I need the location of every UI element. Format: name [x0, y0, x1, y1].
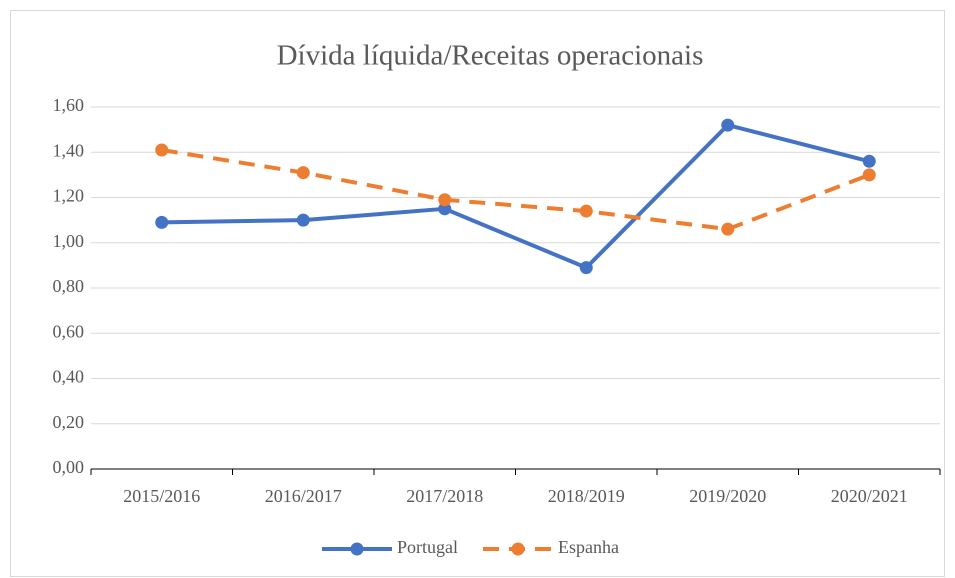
legend-marker — [350, 542, 364, 556]
x-tick-label: 2017/2018 — [406, 486, 483, 506]
x-tick-label: 2020/2021 — [831, 486, 908, 506]
y-tick-label: 0,00 — [53, 457, 85, 477]
point — [296, 213, 310, 227]
point — [579, 261, 593, 275]
legend-label: Espanha — [558, 537, 619, 557]
point — [155, 143, 169, 157]
x-tick-label: 2019/2020 — [689, 486, 766, 506]
x-tick-label: 2016/2017 — [265, 486, 342, 506]
point — [721, 222, 735, 236]
y-tick-label: 1,60 — [53, 95, 85, 115]
y-tick-label: 0,20 — [53, 412, 85, 432]
series-line — [161, 148, 870, 232]
legend-label: Portugal — [397, 537, 458, 557]
point — [862, 168, 876, 182]
legend-marker — [511, 542, 525, 556]
y-tick-label: 0,80 — [53, 276, 85, 296]
x-tick-label: 2018/2019 — [548, 486, 625, 506]
y-tick-label: 0,60 — [53, 321, 85, 341]
point — [579, 204, 593, 218]
y-tick-label: 1,40 — [53, 140, 85, 160]
chart-title: Dívida líquida/Receitas operacionais — [277, 40, 704, 72]
point — [721, 118, 735, 132]
point — [155, 215, 169, 229]
point — [438, 202, 452, 216]
point — [296, 166, 310, 180]
point — [862, 154, 876, 168]
y-tick-label: 1,20 — [53, 186, 85, 206]
chart-frame — [10, 10, 945, 577]
y-tick-label: 1,00 — [53, 231, 85, 251]
x-tick-label: 2015/2016 — [123, 486, 200, 506]
series-line — [161, 123, 870, 270]
point — [438, 193, 452, 207]
y-tick-label: 0,40 — [53, 367, 85, 387]
